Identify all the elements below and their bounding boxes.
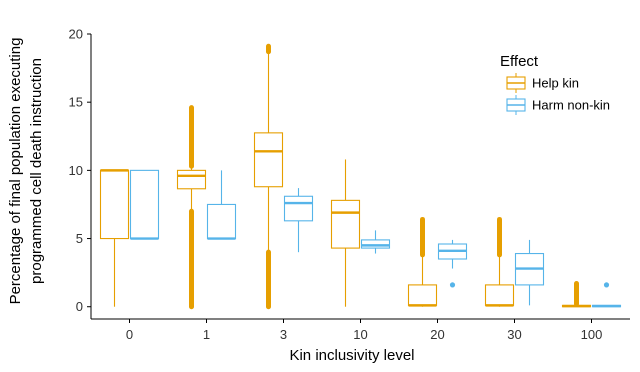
y-axis-title: Percentage of final population executing… xyxy=(7,38,45,305)
x-tick-label: 0 xyxy=(126,327,133,342)
box-help-kin-0 xyxy=(99,169,130,307)
box-iqr xyxy=(283,195,314,222)
y-axis: 0 5 10 15 20 xyxy=(69,27,92,319)
y-axis-title-line-1: Percentage of final population executing xyxy=(7,38,24,305)
box-harm-non-kin-0 xyxy=(129,169,160,240)
box-iqr xyxy=(484,284,515,306)
box-help-kin-20 xyxy=(407,216,438,307)
legend: Effect Help kin Harm non-kin xyxy=(500,53,610,115)
box-help-kin-3 xyxy=(253,43,284,310)
legend-label: Harm non-kin xyxy=(532,98,610,113)
box-iqr xyxy=(407,284,438,306)
x-tick-label: 1 xyxy=(203,327,210,342)
box-harm-non-kin-100 xyxy=(591,282,622,308)
box-iqr xyxy=(176,169,207,190)
x-tick-label: 10 xyxy=(353,327,367,342)
y-tick-label: 15 xyxy=(69,95,83,110)
y-axis-title-line-2: programmed cell death instruction xyxy=(28,58,45,284)
box-help-kin-100 xyxy=(561,281,592,308)
box-harm-non-kin-1 xyxy=(206,170,237,240)
box-iqr xyxy=(206,203,237,240)
y-tick-label: 10 xyxy=(69,163,83,178)
x-tick-label: 30 xyxy=(507,327,521,342)
y-tick-label: 5 xyxy=(76,231,83,246)
x-axis-title: Kin inclusivity level xyxy=(289,347,414,364)
x-tick-label: 100 xyxy=(581,327,603,342)
box-iqr xyxy=(99,169,130,240)
boxes-layer xyxy=(99,43,622,310)
y-tick-label: 20 xyxy=(69,27,83,42)
box-iqr xyxy=(360,239,391,249)
box-iqr xyxy=(253,132,284,188)
x-axis: 0 1 3 10 20 30 100 xyxy=(91,318,630,342)
box-harm-non-kin-10 xyxy=(360,230,391,254)
box-help-kin-10 xyxy=(330,159,361,307)
box-harm-non-kin-20 xyxy=(437,239,468,288)
outlier-point xyxy=(449,282,456,288)
legend-item-harm-non-kin: Harm non-kin xyxy=(506,95,610,115)
legend-item-help-kin: Help kin xyxy=(506,73,579,93)
x-tick-label: 20 xyxy=(430,327,444,342)
box-iqr xyxy=(330,199,361,249)
box-harm-non-kin-3 xyxy=(283,188,314,253)
box-help-kin-1 xyxy=(176,105,207,310)
box-harm-non-kin-30 xyxy=(514,239,545,306)
outlier-point xyxy=(603,282,610,288)
box-help-kin-30 xyxy=(484,216,515,307)
y-tick-label: 0 xyxy=(76,299,83,314)
legend-items: Help kin Harm non-kin xyxy=(506,73,610,115)
box-iqr xyxy=(129,169,160,240)
legend-label: Help kin xyxy=(532,76,579,91)
x-tick-label: 3 xyxy=(280,327,287,342)
legend-title: Effect xyxy=(500,53,539,70)
